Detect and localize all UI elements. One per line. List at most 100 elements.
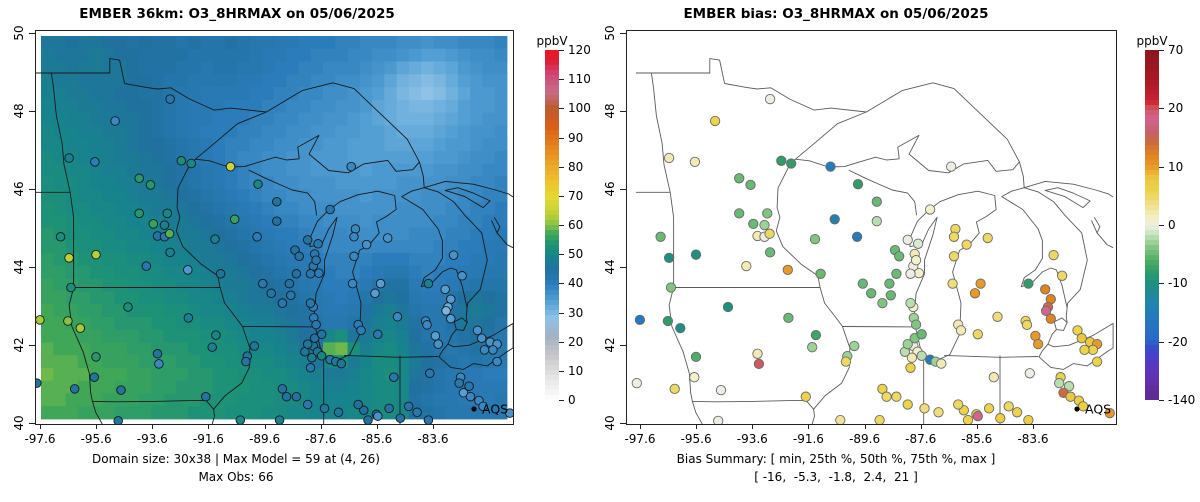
station-marker [709,115,721,127]
raster-cell [396,201,410,216]
raster-cell [347,342,361,356]
raster-cell [384,125,398,139]
colorbar-slice [545,280,559,285]
raster-cell [188,138,201,152]
colorbar-slice [545,195,559,200]
map-outline [91,401,103,424]
station-marker [359,405,369,416]
raster-cell [163,329,177,343]
station-marker [961,239,972,250]
raster-cell [102,176,115,190]
raster-cell [445,61,459,75]
colorbar-slice [1145,50,1159,55]
map-outline [650,72,671,193]
station-marker [972,411,983,422]
raster-cell [298,36,312,50]
station-marker [346,161,356,172]
x-axis-tickmark [1033,424,1034,429]
raster-cell [433,201,447,216]
raster-cell [372,176,385,190]
x-axis-tickmark [920,424,922,429]
raster-cell [151,138,165,152]
raster-cell [433,87,447,101]
raster-cell [396,87,410,101]
raster-cell [77,342,91,356]
raster-cell [90,380,103,394]
station-marker [669,383,680,395]
station-marker [229,214,240,225]
raster-cell [249,163,263,177]
raster-cell [224,99,238,113]
raster-cell [65,163,79,177]
raster-cell [408,125,422,139]
station-marker [988,372,999,383]
station-marker [857,278,868,289]
colorbar-slice [545,315,559,320]
raster-cell [445,163,459,177]
station-marker [165,94,175,104]
raster-cell [323,380,336,394]
station-marker [314,268,324,278]
station-marker [472,325,483,336]
raster-cell [335,48,348,62]
colorbar-slice [545,365,559,370]
raster-cell [200,367,214,382]
station-marker [241,356,251,367]
raster-cell [175,329,189,343]
raster-cell [126,393,140,407]
x-axis-tickmark [320,424,322,429]
raster-cell [188,342,201,356]
colorbar-slice [1145,180,1159,185]
raster-cell [286,138,299,152]
raster-cell [445,393,459,407]
raster-cell [237,61,250,75]
station-marker [89,372,100,382]
colorbar-slice [1145,140,1159,145]
raster-cell [175,380,189,394]
raster-cell [482,163,496,177]
map-outline [669,192,675,288]
colorbar-slice [1145,290,1159,295]
raster-cell [482,214,496,228]
raster-cell [261,393,275,407]
x-axis-tickmark [208,424,210,429]
station-marker [962,414,974,424]
raster-cell [457,138,471,152]
raster-cell [274,163,287,177]
raster-cell [457,87,471,101]
y-axis-tick-label: 40 [603,415,617,431]
raster-cell [151,253,165,267]
raster-cell [335,99,348,113]
raster-cell [224,201,238,216]
station-marker [1063,381,1075,392]
station-marker [881,391,892,402]
raster-cell [249,240,263,254]
raster-cell [347,304,361,318]
raster-cell [261,342,275,356]
colorbar-slice [545,55,559,60]
raster-cell [102,291,115,305]
x-axis-tickmark [433,424,434,429]
raster-cell [90,291,103,305]
raster-cell [249,189,263,203]
station-marker [286,290,296,301]
raster-cell [151,99,165,113]
raster-cell [494,367,508,382]
raster-cell [41,393,54,407]
station-marker [302,339,313,349]
raster-cell [65,291,79,305]
bias-colorbar [1145,50,1159,400]
x-axis-tick-label: -95.6 [80,432,112,446]
station-marker [313,239,323,249]
raster-cell [114,278,128,292]
raster-cell [126,227,140,241]
station-marker [1045,313,1056,324]
raster-cell [126,406,140,420]
raster-cell [421,125,434,139]
colorbar-slice [545,70,559,75]
raster-cell [237,138,250,152]
station-marker [1065,391,1076,402]
colorbar-slice [1145,160,1159,165]
raster-cell [249,48,263,62]
raster-cell [77,406,91,420]
